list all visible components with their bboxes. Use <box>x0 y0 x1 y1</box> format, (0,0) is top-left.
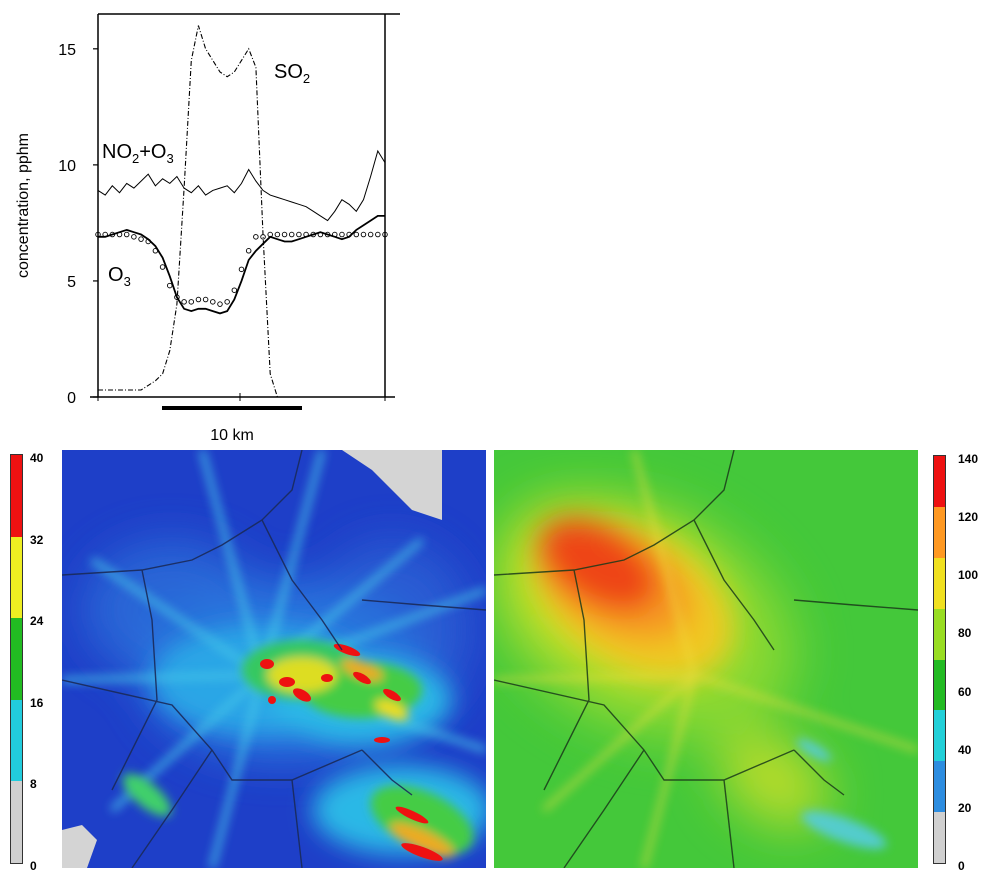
o3-circle-marker <box>131 234 137 240</box>
o3-circle-marker <box>210 299 216 305</box>
label-so2: SO2 <box>274 61 310 86</box>
colorbar-segment <box>934 812 945 863</box>
o3-circle-marker <box>174 294 180 300</box>
scale-bar-label: 10 km <box>210 427 254 444</box>
colorbar-tick-label: 32 <box>30 532 44 547</box>
o3-circle-marker <box>238 266 245 273</box>
o3-circle-marker <box>324 231 331 238</box>
left-colorbar <box>10 454 23 864</box>
label-o3: O3 <box>108 264 131 289</box>
y-tick-label: 5 <box>67 274 76 291</box>
o3-circle-marker <box>288 231 295 238</box>
o3-circle-marker <box>382 231 388 238</box>
o3-circle-marker <box>217 301 223 307</box>
o3-circle-marker <box>317 231 324 238</box>
colorbar-segment <box>11 618 22 700</box>
o3-circle-marker <box>339 231 345 238</box>
o3-circle-marker <box>159 264 166 270</box>
o3-circle-marker <box>274 231 281 238</box>
o3-circle-marker <box>310 231 317 238</box>
o3-circle-marker <box>152 248 159 254</box>
o3-circle-marker <box>224 299 230 305</box>
y-tick-label: 10 <box>58 158 76 175</box>
o3-circle-marker <box>296 231 302 238</box>
colorbar-tick-label: 120 <box>958 510 979 525</box>
colorbar-segment <box>11 455 22 537</box>
o3-circle-marker <box>367 231 374 238</box>
o3-circle-marker <box>375 231 381 238</box>
o3-circle-marker <box>202 296 209 303</box>
o3-circle-marker <box>145 238 151 245</box>
colorbar-tick-label: 40 <box>30 451 44 465</box>
o3-circle-marker <box>195 296 202 303</box>
labels-layer: SO2 NO2+O3 O3 <box>102 61 310 289</box>
y-axis-label: concentration, pphm <box>15 133 32 278</box>
o3-circle-marker <box>123 231 130 238</box>
o3-circle-marker <box>303 231 309 238</box>
o3-circle-marker <box>231 287 238 293</box>
colorbar-tick-label: 0 <box>30 859 37 873</box>
colorbar-segment <box>934 659 945 711</box>
colorbar-tick-label: 40 <box>958 742 972 757</box>
o3-circle-marker <box>260 234 266 240</box>
o3-circle-marker <box>109 231 116 238</box>
colorbar-tick-label: 8 <box>30 777 37 792</box>
colorbar-tick-label: 140 <box>958 452 979 466</box>
colorbar-tick-label: 16 <box>30 695 44 710</box>
colorbar-segment <box>11 536 22 619</box>
colorbar-segment <box>934 557 945 609</box>
plot-axes: 0 5 10 15 concentration, pphm 10 km <box>15 13 400 444</box>
colorbar-segment <box>11 699 22 782</box>
o3-circle-marker <box>138 236 144 242</box>
colorbar-segment <box>934 608 945 660</box>
o3-circle-marker <box>116 231 123 238</box>
o3-circle-marker <box>346 231 352 238</box>
colorbar-tick-label: 0 <box>958 859 965 873</box>
colorbar-tick-label: 60 <box>958 684 972 699</box>
o3-circle-marker <box>181 299 187 305</box>
series-line-so2 <box>98 25 385 398</box>
o3-circle-marker <box>166 282 173 289</box>
o3-circle-marker <box>353 231 360 238</box>
o3-circle-marker <box>188 299 195 305</box>
colorbar-tick-label: 80 <box>958 626 972 641</box>
colorbar-tick-label: 24 <box>30 614 44 629</box>
o3-circle-marker <box>332 231 338 238</box>
o3-circle-marker <box>360 231 367 238</box>
o3-circle-marker <box>253 234 259 240</box>
right-concentration-map <box>494 450 918 868</box>
series-line-no2-o3 <box>97 149 386 222</box>
y-tick-label: 0 <box>67 390 76 407</box>
o3-circle-marker <box>267 231 273 238</box>
label-no2-o3: NO2+O3 <box>102 141 174 166</box>
left-concentration-map <box>62 450 486 868</box>
o3-circle-marker <box>245 248 252 254</box>
o3-circle-marker <box>95 231 101 238</box>
o3-circle-marker <box>281 231 288 238</box>
colorbar-segment <box>934 506 945 558</box>
series-layer <box>95 25 388 398</box>
colorbar-segment <box>11 781 22 863</box>
colorbar-tick-label: 20 <box>958 800 972 815</box>
o3-circle-marker <box>102 231 108 238</box>
colorbar-tick-label: 100 <box>958 568 979 583</box>
colorbar-segment <box>934 761 945 813</box>
colorbar-segment <box>934 456 945 507</box>
series-line-o3-solid <box>98 214 385 315</box>
concentration-line-chart: 0 5 10 15 concentration, pphm 10 km SO2 NO2+O3… <box>15 13 400 444</box>
y-tick-label: 15 <box>58 42 76 59</box>
colorbar-segment <box>934 710 945 762</box>
right-colorbar <box>933 455 946 864</box>
